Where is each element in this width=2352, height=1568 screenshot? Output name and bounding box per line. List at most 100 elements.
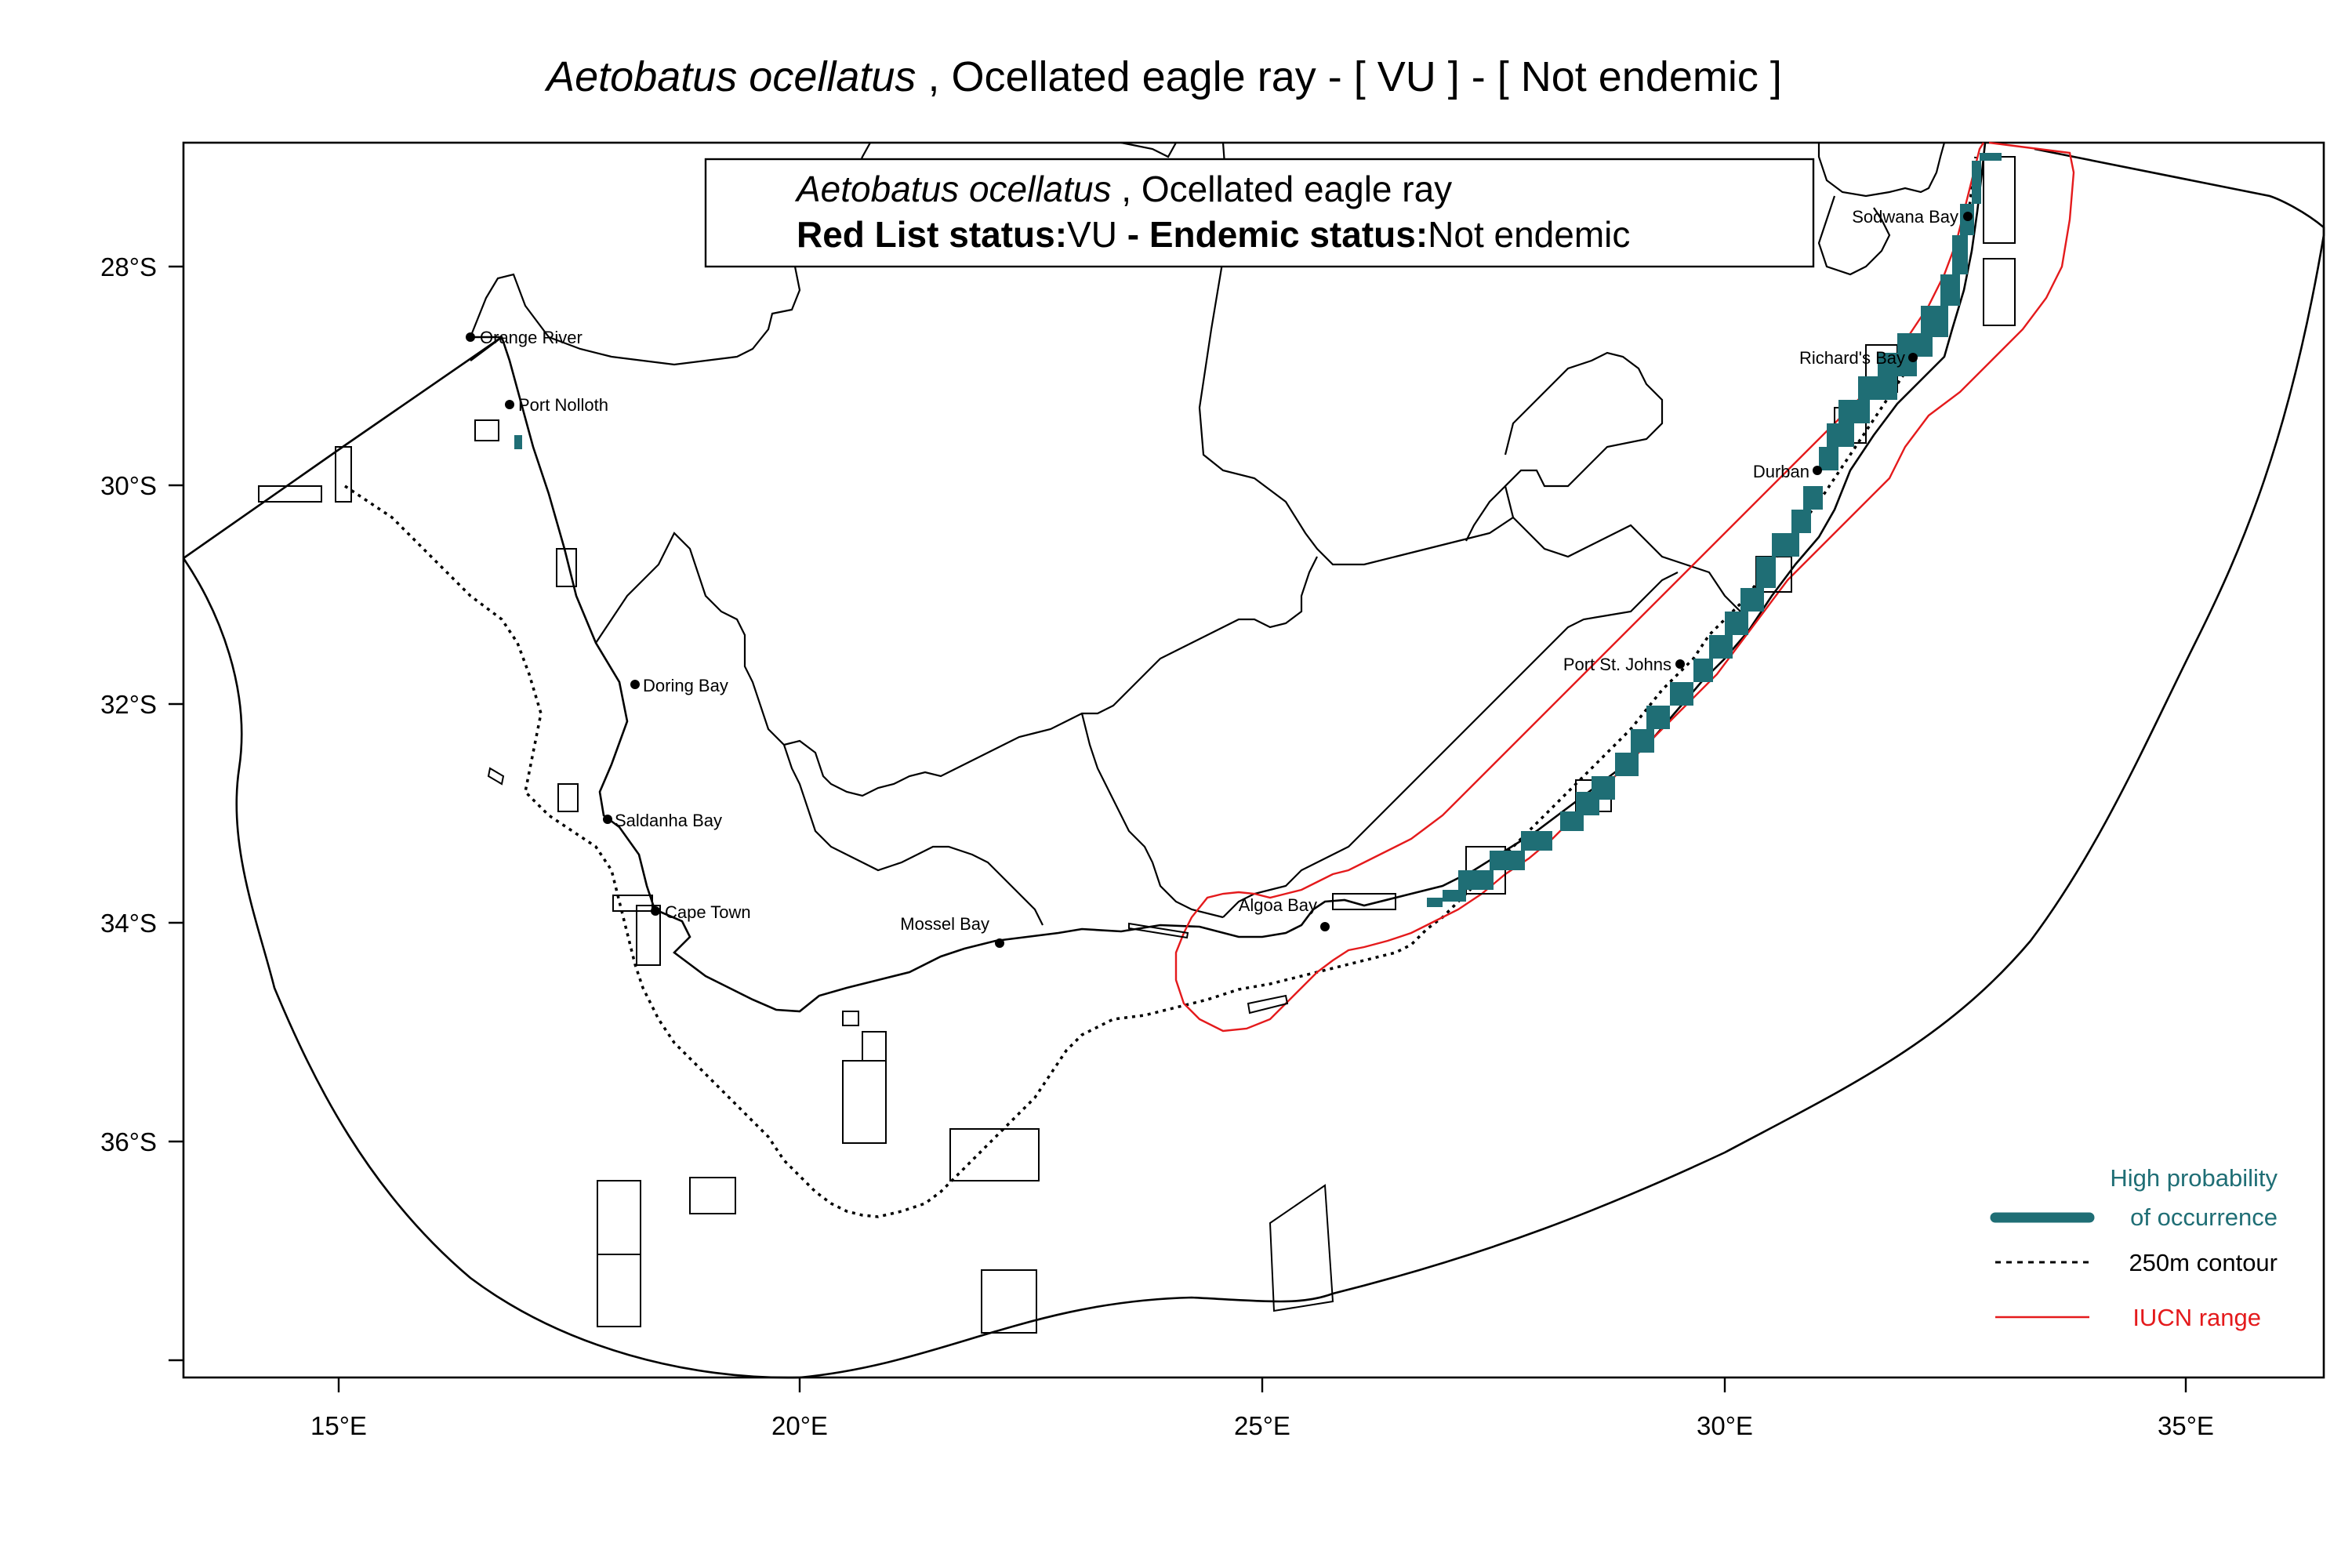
mpa-outline — [1983, 156, 2016, 244]
y-tick-label: 36°S — [100, 1127, 157, 1156]
place-dot — [1675, 659, 1685, 669]
provincial-borders — [595, 532, 1679, 926]
occurrence-cell — [1819, 447, 1838, 470]
occurrence-cell — [1631, 729, 1654, 753]
occurrence-cell — [1670, 682, 1693, 706]
mpa-outline — [597, 1180, 641, 1255]
occurrence-cell — [1521, 831, 1552, 851]
occurrence-cell — [1490, 851, 1525, 870]
x-tick-label: 35°E — [2158, 1411, 2214, 1440]
map-legend: High probability of occurrence 250m cont… — [1990, 1164, 2278, 1331]
occurrence-cell — [1803, 486, 1823, 510]
info-redlist-value: VU — [1067, 214, 1117, 255]
mpa-outline — [862, 1031, 887, 1062]
place-label-port-st-johns: Port St. Johns — [1563, 655, 1671, 674]
place-markers — [466, 212, 1973, 948]
info-endemic-value: Not endemic — [1428, 214, 1630, 255]
occurrence-cell — [1646, 706, 1670, 729]
lesotho-border — [1465, 485, 1741, 612]
place-dot — [1320, 922, 1330, 931]
mpa-outline — [597, 1254, 641, 1327]
legend-occurrence-line2: of occurrence — [2130, 1203, 2278, 1231]
occurrence-cells — [514, 153, 2002, 907]
place-label-orange-river: Orange River — [480, 328, 583, 347]
occurrence-cell — [1756, 557, 1776, 588]
place-label-sodwana-bay: Sodwana Bay — [1852, 207, 1958, 227]
y-tick-label: 30°S — [100, 471, 157, 500]
mpa-outline — [258, 485, 322, 503]
info-species: Aetobatus ocellatus — [794, 169, 1112, 209]
occurrence-cell — [1560, 811, 1584, 831]
place-dot — [1908, 353, 1918, 362]
species-info-box: Aetobatus ocellatus , Ocellated eagle ra… — [704, 158, 1815, 268]
place-dot — [603, 815, 612, 824]
contour-250m — [344, 156, 1977, 1218]
occurrence-cell — [1615, 753, 1639, 776]
occurrence-cell — [1709, 635, 1733, 659]
place-dot — [651, 906, 660, 916]
map-title: Aetobatus ocellatus , Ocellated eagle ra… — [544, 53, 1782, 100]
mpa-outline — [1269, 1184, 1334, 1312]
mpa-outline — [612, 895, 653, 912]
occurrence-cell — [1952, 235, 1968, 274]
legend-occurrence-line1: High probability — [2110, 1164, 2278, 1192]
x-tick-label: 30°E — [1697, 1411, 1753, 1440]
occurrence-cell — [1921, 306, 1948, 337]
mpa-outline — [474, 419, 499, 441]
place-label-cape-town: Cape Town — [665, 902, 751, 922]
occurrence-cell — [1443, 890, 1466, 902]
mpa-outline — [556, 548, 577, 587]
occurrence-cell — [1940, 274, 1960, 306]
mpa-outline — [557, 783, 579, 812]
occurrence-cell — [1980, 153, 2002, 161]
mpa-outline — [1247, 994, 1289, 1014]
mpa-outline — [689, 1177, 736, 1214]
info-redlist-label: Red List status: — [797, 214, 1067, 255]
place-label-port-nolloth: Port Nolloth — [518, 395, 608, 415]
mpa-outline — [335, 446, 352, 503]
place-dot — [505, 400, 514, 409]
occurrence-cell — [1791, 510, 1811, 533]
mpa-outline — [636, 905, 661, 966]
place-dot — [1963, 212, 1973, 221]
info-endemic-label: - Endemic status: — [1117, 214, 1428, 255]
mpa-outline — [981, 1269, 1037, 1334]
mpa-outline — [487, 767, 505, 786]
info-line-species: Aetobatus ocellatus , Ocellated eagle ra… — [794, 169, 1452, 209]
place-dot — [1813, 466, 1822, 475]
plot-frame — [182, 141, 2325, 1379]
place-label-mossel-bay: Mossel Bay — [900, 914, 989, 934]
occurrence-cell — [1972, 161, 1981, 204]
occurrence-cell — [1725, 612, 1748, 635]
occurrence-cell — [514, 435, 522, 449]
place-label-durban: Durban — [1753, 462, 1809, 481]
legend-contour-label: 250m contour — [2129, 1249, 2278, 1276]
info-box-frame — [704, 158, 1815, 268]
place-label-saldanha-bay: Saldanha Bay — [615, 811, 722, 830]
y-axis: 28°S 30°S 32°S 34°S 36°S — [100, 252, 183, 1362]
title-species: Aetobatus ocellatus — [544, 53, 916, 100]
title-rest: , Ocellated eagle ray - [ VU ] - [ Not e… — [916, 53, 1781, 100]
occurrence-cell — [1772, 533, 1799, 557]
botswana-border — [1120, 141, 1664, 566]
x-tick-label: 15°E — [310, 1411, 367, 1440]
mpa-outline — [1128, 922, 1189, 939]
swaziland-border — [1817, 142, 1946, 276]
occurrence-cell — [1693, 659, 1713, 682]
x-axis: 15°E 20°E 25°E 30°E 35°E — [310, 1377, 2214, 1440]
info-line-status: Red List status:VU - Endemic status:Not … — [797, 214, 1630, 255]
mpa-outline — [1332, 893, 1396, 910]
coastline — [470, 142, 1987, 1013]
occurrence-cell — [1740, 588, 1764, 612]
place-dot — [995, 938, 1004, 948]
mpa-outline — [842, 1011, 859, 1026]
occurrence-cell — [1838, 400, 1870, 423]
occurrence-cell — [1858, 376, 1897, 400]
mpa-outline — [949, 1128, 1040, 1181]
place-labels: Orange River Port Nolloth Doring Bay Sal… — [480, 207, 1958, 934]
protected-areas — [258, 156, 2016, 1334]
place-label-richards-bay: Richard's Bay — [1799, 348, 1905, 368]
x-tick-label: 25°E — [1234, 1411, 1290, 1440]
x-tick-label: 20°E — [771, 1411, 828, 1440]
